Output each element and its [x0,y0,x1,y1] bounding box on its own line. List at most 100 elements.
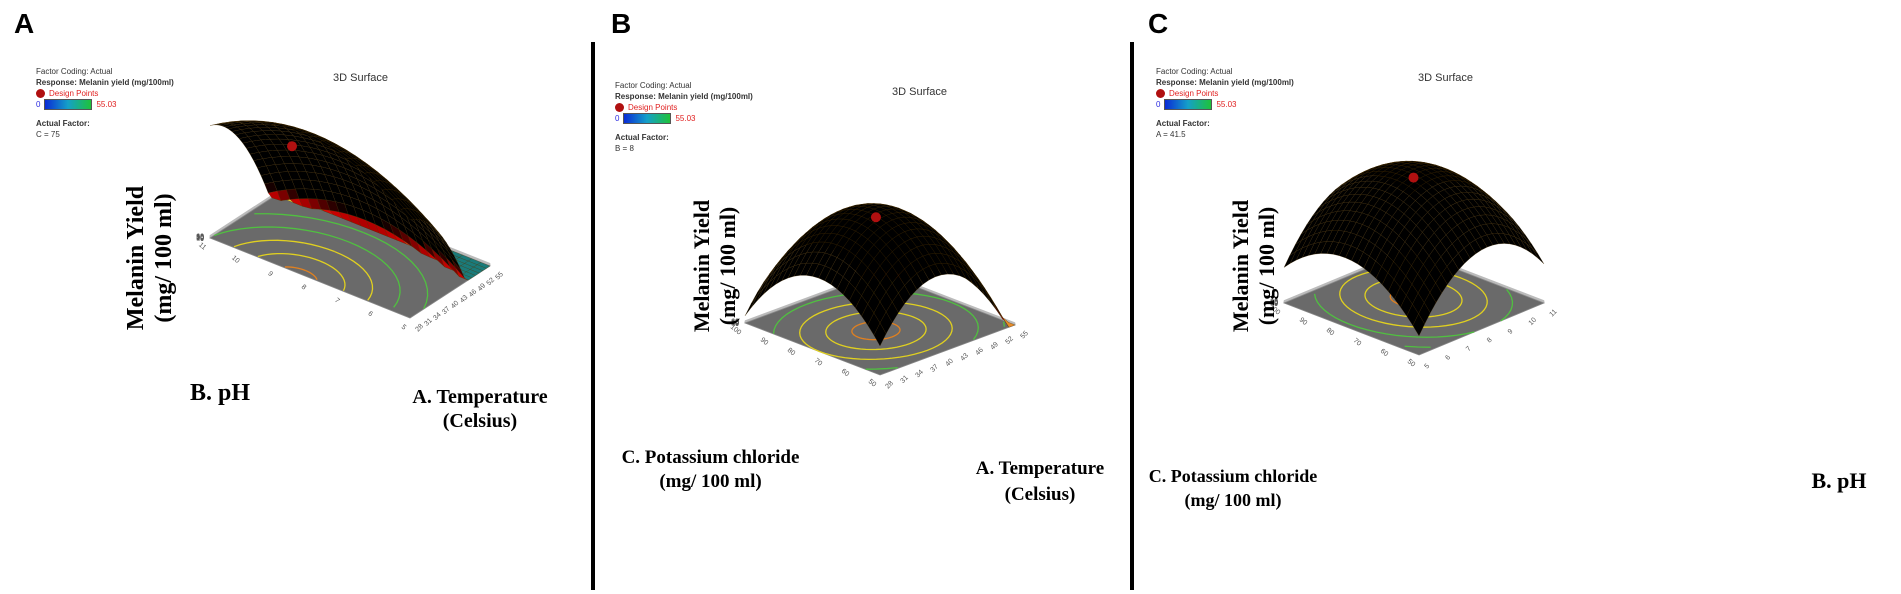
surface-patch [1375,266,1389,286]
y-tick-label: 50 [867,378,878,388]
surface-patch [818,225,832,235]
response-label: Response: Melanin yield (mg/100ml) [1156,78,1294,87]
surface-patch [1002,317,1016,328]
x-tick-label: 5 [1423,363,1431,371]
surface-mesh [744,203,1016,347]
x-axis-label: A. Temperature (Celsius) [405,385,555,433]
surface-patch [1514,236,1528,251]
floor-contours [213,213,429,309]
z-tick-label: 0 [200,236,204,243]
y-tick-label: 5 [400,324,408,332]
x-tick-label: 31 [423,317,434,328]
design-points-label: Design Points [49,89,99,98]
actual-factor-value: B = 8 [615,144,634,154]
surface-patch [1459,180,1474,189]
z-axis-label: Melanin Yield (mg/ 100 ml) [665,150,765,370]
surface-patch [971,276,985,294]
contour-line [1500,289,1514,322]
chart-meta: Factor Coding: Actual Response: Melanin … [615,80,753,154]
x-tick-label: 49 [477,282,488,293]
z-label-line2: (mg/ 100 ml) [715,206,740,326]
surface-patch [420,223,434,241]
surface-patch [1403,195,1416,208]
surface-patch [861,303,875,326]
surface-patch [371,181,386,196]
x-tick-label: 40 [944,358,955,369]
surface-patch [1478,189,1491,200]
factor-coding: Factor Coding: Actual [36,67,113,76]
surface-plot: 0102030405060283134374043464952555678910… [196,120,505,333]
x-label-line2: (Celsius) [1004,484,1076,505]
y-tick-label: 50 [1406,358,1417,368]
x-tick-label: 46 [468,288,479,299]
z-tick-label: 0 [735,321,739,328]
surface-patch [1343,201,1356,212]
surface-patch [830,213,844,221]
surface-patch [276,149,291,157]
surface-patch [935,230,948,243]
surface-patch [1394,286,1407,308]
x-tick-label: 6 [1444,354,1452,362]
surface-patch [1400,294,1413,317]
surface-patch [1486,233,1499,246]
surface-plot: 0102030405060283134374043464952555060708… [729,203,1030,390]
design-point-icon [615,103,624,113]
surface-patch [1417,263,1430,284]
z-label-line1: Melanin Yield [1228,199,1253,333]
surface-patch [246,120,260,123]
surface-patch [806,222,819,233]
surface-patch [953,247,967,263]
surface-patch [1420,190,1434,202]
surface-patch [916,216,930,226]
surface-patch [984,289,997,309]
z-tick-label: 60 [1270,299,1278,306]
surface-patch [1395,162,1408,166]
color-scale-bar [44,99,93,111]
color-scale-bar [623,113,672,125]
surface-patch [231,129,246,135]
surface-patch [842,209,857,214]
z-tick-label: 10 [196,236,204,243]
surface-patch [1386,216,1399,231]
surface-title: 3D Surface [892,86,948,98]
z-tick-label: 40 [196,234,204,241]
x-tick-label: 37 [441,306,452,317]
y-tick-label: 8 [300,284,308,292]
surface-patch [1444,205,1458,218]
surface-patch [317,136,331,142]
x-axis-label: B. pH [1794,468,1884,494]
contour-line [363,232,429,309]
actual-factor-label: Actual Factor: [1156,119,1210,129]
x-tick-label: 31 [899,374,910,385]
y-tick-label: 90 [1298,317,1309,327]
y-tick-label: 80 [786,347,797,357]
surface-patch [1458,247,1471,264]
z-tick-label: 20 [196,235,204,242]
legend-max: 55.03 [1216,100,1237,109]
surface-patch [396,207,411,225]
z-axis-label: Melanin Yield (mg/ 100 ml) [1204,150,1304,370]
surface-patch [977,282,991,301]
surface-patch [426,218,440,234]
surface-patch [1462,207,1475,219]
surface-patch [971,270,985,288]
surface-patch [329,168,344,180]
x-tick-label: 34 [432,311,443,322]
legend-min: 0 [36,100,41,109]
z-label-line1: Melanin Yield [689,199,714,333]
contour-line [951,301,979,340]
surface-patch [309,146,324,156]
surface-patch [842,213,857,221]
surface-patch [1438,189,1451,200]
surface-patch [242,140,256,149]
surface-patch [1406,162,1419,166]
surface-patch [1400,163,1414,168]
surface-patch [239,121,252,124]
surface-patch [953,264,967,279]
x-tick-label: 10 [1528,317,1539,328]
x-label-line1: A. Temperature [975,458,1105,479]
y-tick-label: 7 [333,297,341,305]
surface-patch [400,216,415,234]
design-points-label: Design Points [628,103,678,112]
chart-meta: Factor Coding: Actual Response: Melanin … [1156,66,1294,140]
